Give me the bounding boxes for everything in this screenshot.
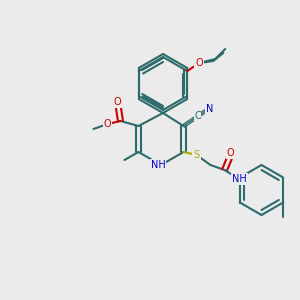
Text: NH: NH xyxy=(232,174,247,184)
Text: N: N xyxy=(206,104,213,114)
Text: O: O xyxy=(104,119,111,129)
Text: C: C xyxy=(194,111,201,121)
Text: O: O xyxy=(227,148,234,158)
Text: NH: NH xyxy=(151,160,165,170)
Text: O: O xyxy=(114,97,121,107)
Text: S: S xyxy=(194,150,200,160)
Text: O: O xyxy=(195,58,203,68)
Text: O: O xyxy=(195,58,203,68)
